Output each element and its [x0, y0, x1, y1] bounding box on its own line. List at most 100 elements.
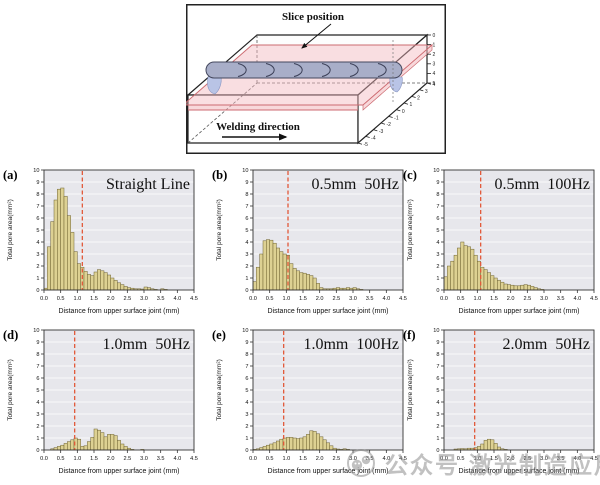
svg-text:3: 3	[36, 412, 39, 418]
svg-text:2.0: 2.0	[316, 456, 324, 462]
svg-text:3.5: 3.5	[557, 296, 565, 302]
axis-ticks: 0.0 0.5 1.0 1.5 2.0 2.5 3.0 3.5 4.0 4.5 0 1 2 3 4 5 6 7 8 9…	[242, 168, 407, 302]
histogram-svg: 0.0 0.5 1.0 1.5 2.0 2.5 3.0 3.5 4.0 4.5 0 1 2 3 4 5 6 7 8 9…	[403, 168, 598, 315]
svg-text:2.0: 2.0	[107, 296, 115, 302]
svg-text:2.0: 2.0	[107, 456, 115, 462]
svg-text:2.5: 2.5	[123, 296, 131, 302]
svg-text:3: 3	[425, 89, 428, 95]
svg-text:0: 0	[433, 33, 436, 39]
subplot-b: 0.0 0.5 1.0 1.5 2.0 2.5 3.0 3.5 4.0 4.5 0 1 2 3 4 5 6 7 8 9…	[211, 162, 408, 320]
panel-letter: (c)	[403, 168, 417, 182]
svg-text:3.0: 3.0	[540, 296, 548, 302]
panel-title: 2.0mm 50Hz	[502, 336, 590, 353]
subplot-c: 0.0 0.5 1.0 1.5 2.0 2.5 3.0 3.5 4.0 4.5 0 1 2 3 4 5 6 7 8 9…	[402, 162, 599, 320]
slice-position-label: Slice position	[282, 11, 344, 23]
panel-letter: (e)	[212, 328, 226, 342]
svg-text:5: 5	[245, 228, 248, 234]
svg-text:0.0: 0.0	[440, 456, 448, 462]
svg-text:0.5: 0.5	[57, 456, 65, 462]
svg-text:0.5: 0.5	[457, 456, 465, 462]
svg-text:2: 2	[436, 264, 439, 270]
svg-text:8: 8	[245, 352, 248, 358]
svg-text:1.0: 1.0	[73, 456, 81, 462]
svg-text:5: 5	[36, 388, 39, 394]
svg-text:0: 0	[245, 288, 248, 294]
svg-text:9: 9	[245, 180, 248, 186]
svg-text:7: 7	[245, 204, 248, 210]
svg-text:2: 2	[245, 424, 248, 430]
svg-text:5: 5	[433, 81, 436, 87]
svg-text:4.5: 4.5	[190, 456, 198, 462]
svg-text:4: 4	[436, 400, 439, 406]
svg-text:8: 8	[36, 192, 39, 198]
svg-text:6: 6	[245, 216, 248, 222]
svg-text:5: 5	[436, 228, 439, 234]
weld-ripples	[237, 63, 387, 77]
svg-text:4: 4	[36, 400, 39, 406]
svg-text:0.5: 0.5	[57, 296, 65, 302]
svg-text:10: 10	[33, 328, 39, 334]
svg-text:4: 4	[245, 240, 248, 246]
panel-title: 0.5mm 100Hz	[494, 176, 590, 193]
histogram-bars	[443, 241, 545, 291]
svg-text:4: 4	[433, 71, 436, 77]
svg-text:1.5: 1.5	[90, 456, 98, 462]
svg-text:1.5: 1.5	[90, 296, 98, 302]
svg-text:1.0: 1.0	[282, 456, 290, 462]
svg-text:5: 5	[436, 388, 439, 394]
svg-text:3.5: 3.5	[366, 456, 374, 462]
svg-text:1: 1	[433, 42, 436, 48]
svg-text:6: 6	[436, 216, 439, 222]
svg-text:3.0: 3.0	[349, 296, 357, 302]
svg-text:9: 9	[36, 180, 39, 186]
svg-text:0: 0	[402, 109, 405, 115]
svg-text:6: 6	[436, 376, 439, 382]
svg-text:10: 10	[242, 328, 248, 334]
panel-title: 0.5mm 50Hz	[311, 176, 399, 193]
x-axis-label: Distance from upper surface joint (mm)	[59, 308, 180, 315]
svg-text:8: 8	[436, 192, 439, 198]
panel-letter: (d)	[3, 328, 18, 342]
svg-text:8: 8	[245, 192, 248, 198]
svg-text:1.0: 1.0	[473, 456, 481, 462]
axis-ticks: 0.0 0.5 1.0 1.5 2.0 2.5 3.0 3.5 4.0 4.5 0 1 2 3 4 5 6 7 8 9…	[33, 168, 198, 302]
svg-text:1: 1	[410, 102, 413, 108]
svg-text:0.0: 0.0	[40, 456, 48, 462]
svg-text:10: 10	[433, 328, 439, 334]
svg-text:10: 10	[433, 168, 439, 174]
svg-text:3: 3	[245, 252, 248, 258]
svg-text:9: 9	[436, 180, 439, 186]
svg-text:4: 4	[245, 400, 248, 406]
svg-text:4.5: 4.5	[590, 456, 598, 462]
panel-letter: (b)	[212, 168, 227, 182]
svg-text:0: 0	[245, 448, 248, 454]
svg-text:2: 2	[417, 96, 420, 102]
svg-text:4.0: 4.0	[173, 296, 181, 302]
svg-text:0.0: 0.0	[249, 456, 257, 462]
svg-text:3.0: 3.0	[540, 456, 548, 462]
axis-ticks: 0.0 0.5 1.0 1.5 2.0 2.5 3.0 3.5 4.0 4.5 0 1 2 3 4 5 6 7 8 9…	[33, 328, 198, 462]
svg-text:3.5: 3.5	[366, 296, 374, 302]
svg-text:1: 1	[436, 276, 439, 282]
histogram-bars	[252, 430, 350, 451]
drip-left	[207, 76, 222, 95]
svg-text:4: 4	[36, 240, 39, 246]
svg-text:0: 0	[36, 288, 39, 294]
svg-text:7: 7	[36, 364, 39, 370]
svg-text:1: 1	[436, 436, 439, 442]
svg-text:0: 0	[436, 288, 439, 294]
slice-position-arrow	[301, 23, 332, 49]
svg-text:2.5: 2.5	[523, 296, 531, 302]
subplot-e: 0.0 0.5 1.0 1.5 2.0 2.5 3.0 3.5 4.0 4.5 0 1 2 3 4 5 6 7 8 9…	[211, 322, 408, 480]
svg-text:2.5: 2.5	[332, 456, 340, 462]
histogram-svg: 0.0 0.5 1.0 1.5 2.0 2.5 3.0 3.5 4.0 4.5 0 1 2 3 4 5 6 7 8 9…	[403, 328, 598, 475]
x-axis-label: Distance from upper surface joint (mm)	[459, 308, 580, 315]
svg-text:6: 6	[36, 376, 39, 382]
histogram-svg: 0.0 0.5 1.0 1.5 2.0 2.5 3.0 3.5 4.0 4.5 0 1 2 3 4 5 6 7 8 9…	[212, 168, 407, 315]
y-axis-label: Total pore area(mm²)	[216, 199, 223, 261]
svg-text:7: 7	[436, 364, 439, 370]
panel-title: 1.0mm 100Hz	[303, 336, 399, 353]
